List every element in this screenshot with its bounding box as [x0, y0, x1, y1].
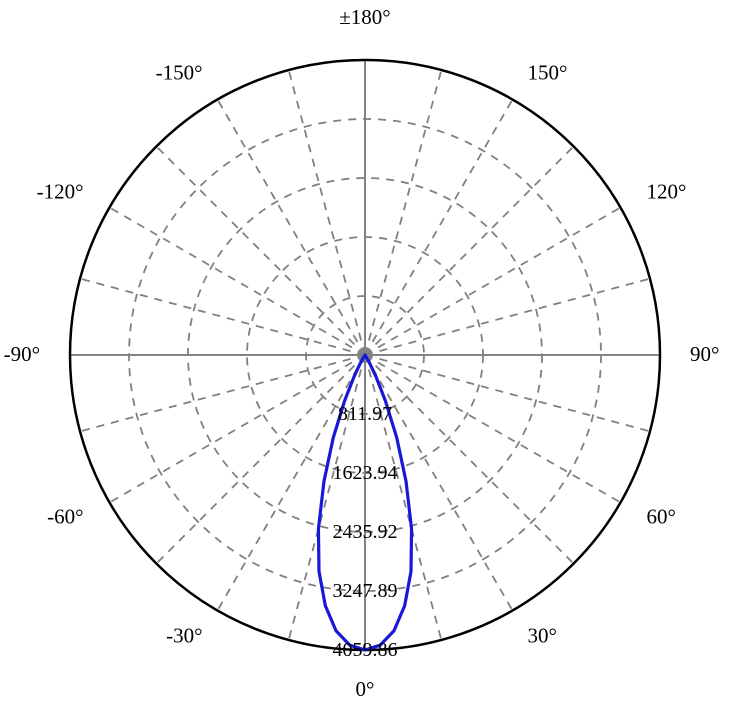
radial-label: 3247.89 — [333, 580, 398, 602]
angle-label: 120° — [646, 180, 686, 204]
angle-label: 30° — [528, 623, 557, 647]
radial-label: 811.97 — [338, 403, 392, 425]
angle-label: -30° — [166, 623, 202, 647]
polar-chart: 811.97 1623.94 2435.92 3247.89 4059.86 ±180° -… — [0, 0, 729, 714]
polar-svg: 811.97 1623.94 2435.92 3247.89 4059.86 ±180° -… — [0, 0, 729, 714]
angle-label: 150° — [528, 61, 568, 85]
angle-label: -60° — [47, 505, 83, 529]
angle-label: 90° — [690, 342, 719, 366]
angle-label: ±180° — [339, 5, 390, 29]
angle-label: -150° — [156, 61, 203, 85]
angle-label: -90° — [4, 342, 40, 366]
radial-label: 2435.92 — [333, 521, 398, 543]
angle-label: 0° — [356, 677, 375, 701]
radial-label: 1623.94 — [333, 462, 398, 484]
radial-label: 4059.86 — [333, 639, 398, 661]
angle-label: 60° — [646, 505, 675, 529]
angle-label: -120° — [37, 180, 84, 204]
